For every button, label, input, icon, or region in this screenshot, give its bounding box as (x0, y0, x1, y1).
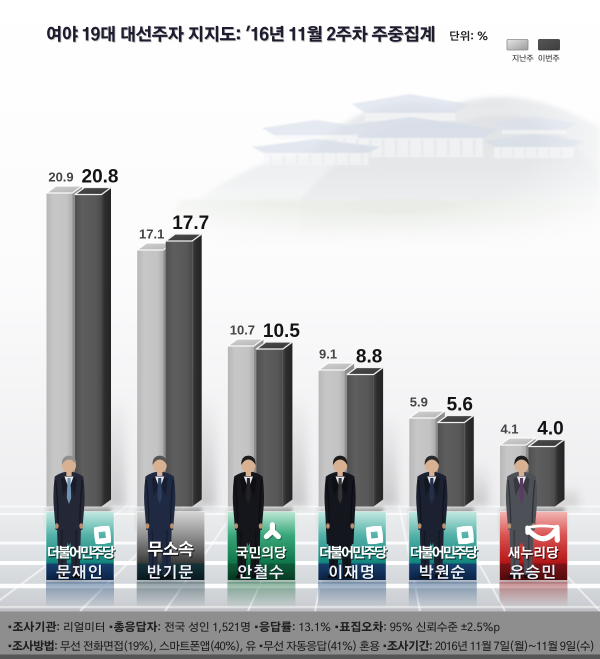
svg-text:20.9: 20.9 (48, 170, 73, 185)
svg-text:5.9: 5.9 (410, 395, 428, 410)
svg-text:10.7: 10.7 (230, 323, 255, 338)
svg-text:17.1: 17.1 (139, 227, 164, 242)
svg-text:8.8: 8.8 (356, 347, 382, 368)
svg-text:20.8: 20.8 (82, 167, 119, 188)
svg-text:4.0: 4.0 (537, 419, 563, 440)
svg-text:4.1: 4.1 (500, 422, 518, 437)
svg-text:17.7: 17.7 (172, 213, 209, 234)
svg-text:10.5: 10.5 (263, 321, 300, 342)
svg-text:9.1: 9.1 (319, 347, 337, 362)
svg-text:5.6: 5.6 (447, 395, 473, 416)
